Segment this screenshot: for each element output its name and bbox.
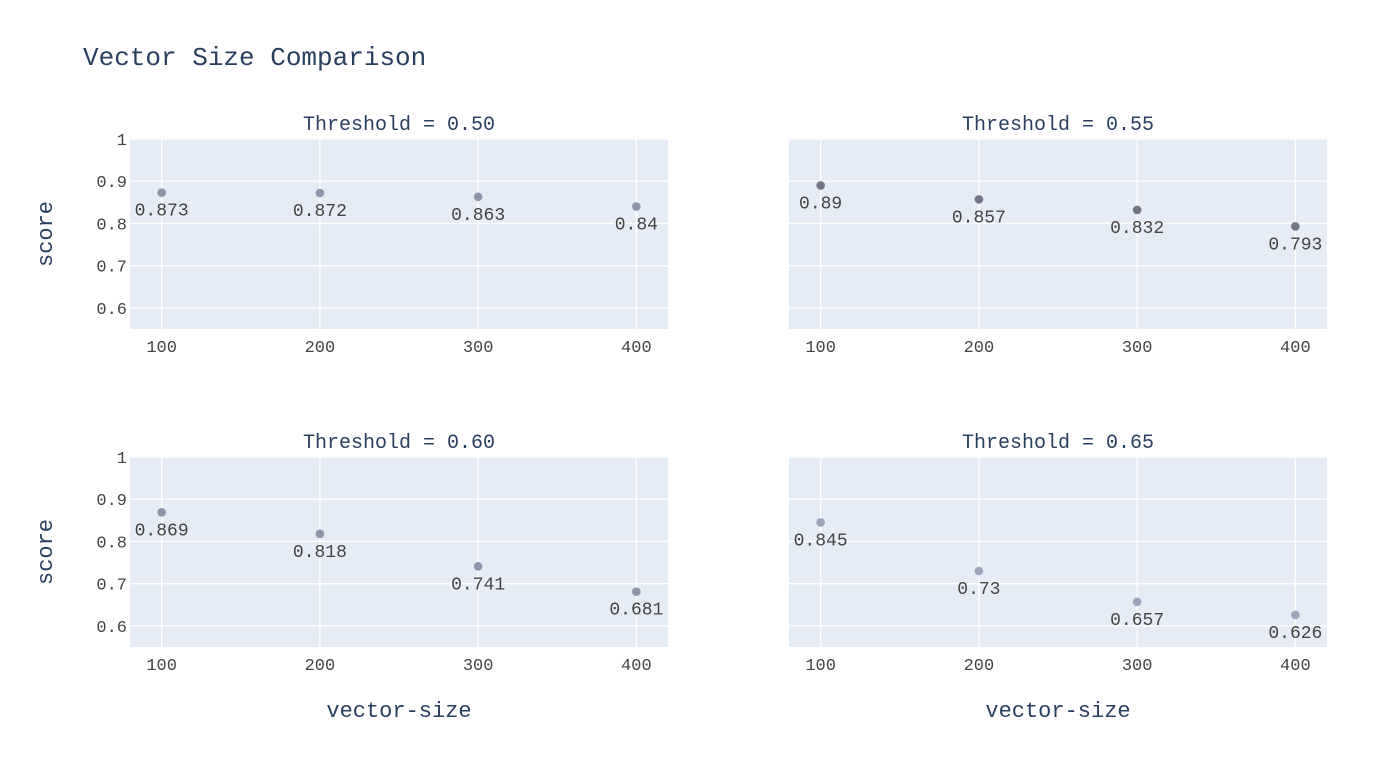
- y-tick-label: 0.7: [96, 577, 127, 596]
- data-point: [974, 195, 984, 204]
- data-point: [632, 587, 641, 596]
- x-tick-label: 300: [463, 657, 494, 676]
- subplot-4: 100 200 300 400 Threshold = 0.65 0.845 0.73 0.6…: [789, 432, 1327, 676]
- y-tick-label: 0.9: [96, 492, 127, 511]
- x-axis-title-right: vector-size: [985, 699, 1130, 724]
- x-tick-label: 200: [964, 339, 995, 358]
- data-point: [632, 202, 641, 211]
- data-label: 0.873: [135, 202, 189, 222]
- y-axis-title-bottom: score: [34, 519, 59, 585]
- data-point: [157, 188, 166, 197]
- x-axis-title-left: vector-size: [326, 699, 471, 724]
- data-label: 0.845: [794, 531, 848, 551]
- x-tick-label: 400: [1280, 657, 1311, 676]
- x-tick-label: 100: [805, 339, 836, 358]
- x-tick-label: 400: [621, 657, 652, 676]
- data-point: [1132, 205, 1142, 215]
- subplot-grid: 0.6 0.7 0.8 0.9 1 100 200 300 400 Threshold = 0.5…: [96, 114, 1327, 676]
- data-label: 0.872: [293, 202, 347, 222]
- subplot-1: 0.6 0.7 0.8 0.9 1 100 200 300 400 Threshold = 0.5…: [96, 114, 668, 358]
- data-label: 0.626: [1268, 624, 1322, 644]
- plot-area: [789, 457, 1327, 647]
- subplot-title: Threshold = 0.65: [962, 432, 1154, 455]
- subplot-title: Threshold = 0.50: [303, 114, 495, 137]
- data-label: 0.681: [609, 601, 663, 621]
- data-point: [816, 181, 825, 190]
- x-tick-label: 100: [805, 657, 836, 676]
- plot-area: [789, 139, 1327, 329]
- data-label: 0.818: [293, 543, 347, 563]
- data-point: [974, 566, 984, 576]
- data-label: 0.89: [799, 194, 842, 214]
- x-tick-label: 400: [1280, 339, 1311, 358]
- data-point: [473, 562, 483, 571]
- y-tick-label: 1: [117, 132, 127, 151]
- x-tick-label: 100: [146, 339, 177, 358]
- subplot-2: 100 200 300 400 Threshold = 0.55 0.89 0.857 0.8…: [789, 114, 1327, 358]
- data-label: 0.73: [957, 580, 1000, 600]
- data-point: [157, 508, 166, 517]
- data-label: 0.863: [451, 206, 505, 226]
- data-point: [473, 192, 483, 202]
- x-tick-label: 300: [463, 339, 494, 358]
- subplot-title: Threshold = 0.60: [303, 432, 495, 455]
- x-tick-label: 300: [1122, 339, 1153, 358]
- y-tick-label: 0.8: [96, 216, 127, 235]
- data-label: 0.832: [1110, 219, 1164, 239]
- x-tick-label: 100: [146, 657, 177, 676]
- x-tick-label: 200: [964, 657, 995, 676]
- plot-area: [130, 139, 668, 329]
- y-tick-label: 1: [117, 450, 127, 469]
- y-tick-label: 0.6: [96, 301, 127, 320]
- chart-title: Vector Size Comparison: [83, 43, 426, 73]
- y-tick-label: 0.8: [96, 534, 127, 553]
- x-tick-label: 400: [621, 339, 652, 358]
- y-tick-label: 0.6: [96, 619, 127, 638]
- subplot-title: Threshold = 0.55: [962, 114, 1154, 137]
- x-tick-label: 200: [305, 657, 336, 676]
- data-point: [1132, 597, 1142, 607]
- x-tick-label: 200: [305, 339, 336, 358]
- data-label: 0.793: [1268, 235, 1322, 255]
- data-point: [315, 188, 325, 198]
- data-label: 0.657: [1110, 611, 1164, 631]
- data-point: [1291, 610, 1300, 620]
- data-point: [1291, 222, 1300, 231]
- data-label: 0.869: [135, 521, 189, 541]
- data-label: 0.84: [615, 216, 658, 236]
- data-point: [315, 529, 325, 539]
- data-point: [816, 518, 825, 527]
- data-label: 0.857: [952, 208, 1006, 228]
- data-label: 0.741: [451, 575, 505, 595]
- y-tick-label: 0.9: [96, 174, 127, 193]
- y-axis-title-top: score: [34, 201, 59, 267]
- subplot-3: 0.6 0.7 0.8 0.9 1 100 200 300 400 Threshold = 0.6…: [96, 432, 668, 676]
- y-tick-label: 0.7: [96, 259, 127, 278]
- x-tick-label: 300: [1122, 657, 1153, 676]
- plot-area: [130, 457, 668, 647]
